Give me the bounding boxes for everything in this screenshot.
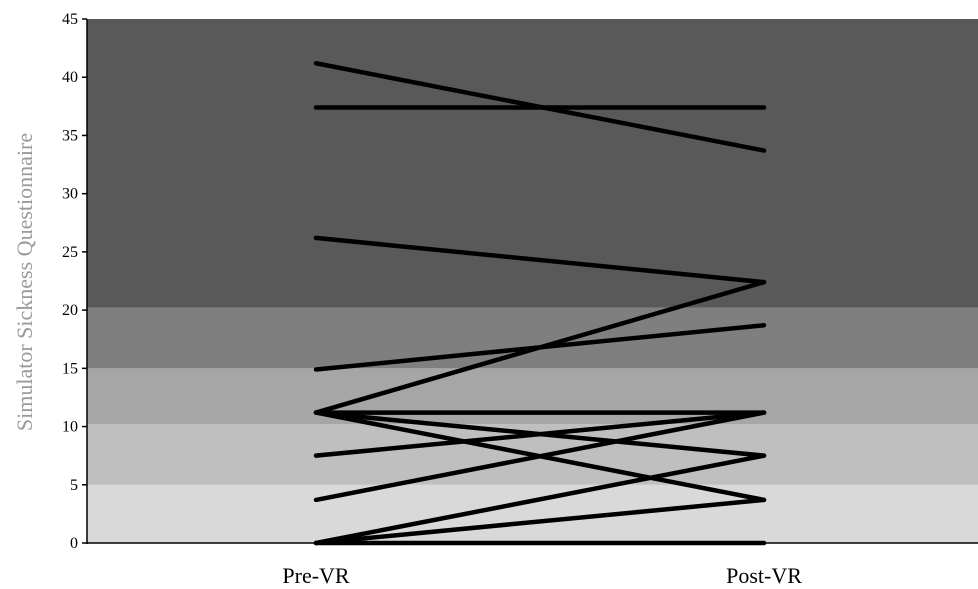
- x-category-label: Post-VR: [726, 563, 802, 588]
- y-tick-label: 45: [62, 11, 78, 28]
- x-category-label: Pre-VR: [282, 563, 350, 588]
- y-tick-label: 10: [62, 419, 78, 436]
- y-tick-label: 15: [62, 360, 78, 377]
- data-lines: [313, 60, 767, 546]
- axes: [86, 19, 978, 544]
- y-axis-label: Simulator Sickness Questionnaire: [12, 133, 37, 431]
- y-tick-label: 0: [70, 535, 78, 552]
- background-bands: [87, 19, 978, 543]
- series-line-4: [313, 279, 767, 415]
- background-band-2: [87, 368, 978, 425]
- series-line-9: [313, 410, 767, 503]
- y-tick-label: 5: [70, 477, 78, 494]
- y-tick-label: 25: [62, 244, 78, 261]
- x-categories: Pre-VR Post-VR: [282, 563, 802, 588]
- y-tick-label: 35: [62, 127, 78, 144]
- series-line-11: [313, 497, 767, 546]
- background-band-4: [87, 19, 978, 308]
- y-tick-label: 20: [62, 302, 78, 319]
- series-line-2: [313, 235, 767, 285]
- y-tick-label: 30: [62, 186, 78, 203]
- series-line-8: [313, 410, 767, 458]
- background-band-0: [87, 484, 978, 543]
- series-line-10: [313, 453, 767, 546]
- y-ticks: 0 5 10 15 20 25 30 35 40 45: [62, 11, 87, 552]
- y-tick-label: 40: [62, 69, 78, 86]
- background-band-3: [87, 307, 978, 369]
